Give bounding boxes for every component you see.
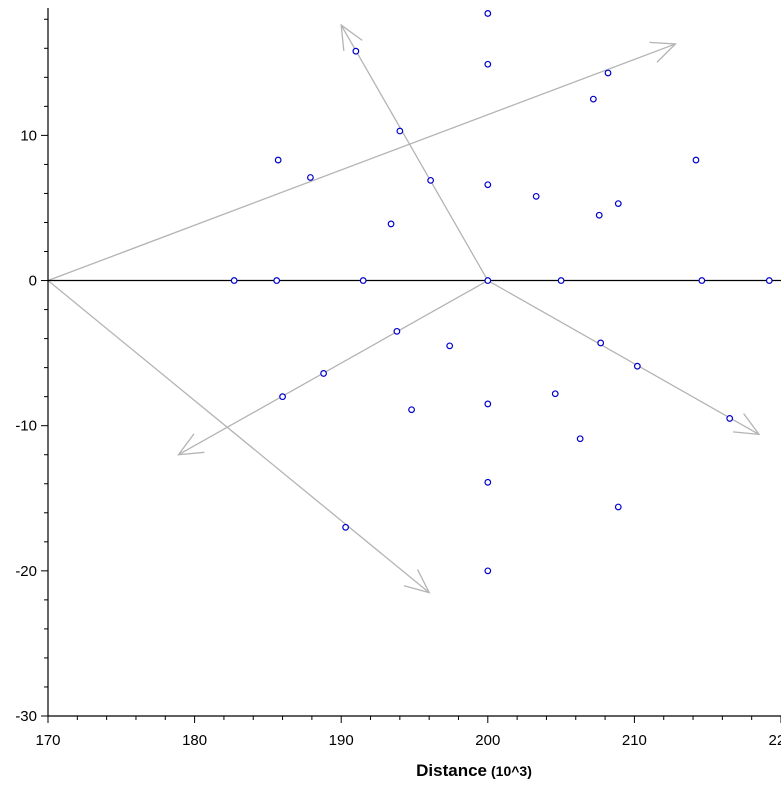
x-tick-label: 200 xyxy=(475,732,500,749)
x-tick-label: 170 xyxy=(35,732,60,749)
data-point xyxy=(614,200,622,208)
data-point xyxy=(698,277,706,284)
data-point xyxy=(320,370,328,377)
data-point xyxy=(484,400,492,408)
data-point xyxy=(408,406,415,414)
y-tick-label: -20 xyxy=(15,563,37,580)
x-tick-label: 220 xyxy=(768,732,781,749)
data-point xyxy=(551,390,559,398)
data-point xyxy=(484,60,492,68)
vectors-layer xyxy=(47,23,761,594)
vector-arrow xyxy=(177,279,489,456)
data-point xyxy=(387,220,395,228)
data-point xyxy=(765,277,773,284)
vector-arrow xyxy=(487,279,761,436)
data-point xyxy=(633,362,641,370)
data-point xyxy=(352,47,360,55)
vector-arrow xyxy=(340,23,489,281)
data-point xyxy=(614,503,622,511)
data-point xyxy=(274,156,282,164)
x-tick-label: 180 xyxy=(182,732,207,749)
data-point xyxy=(595,211,603,219)
data-point xyxy=(589,95,597,103)
data-point xyxy=(427,176,435,184)
x-axis-unit: (10^3) xyxy=(491,763,532,779)
data-point xyxy=(726,415,734,422)
y-tick-label: -30 xyxy=(15,708,37,725)
y-tick-label: 0 xyxy=(29,273,37,290)
data-point xyxy=(604,69,612,77)
data-point xyxy=(396,127,404,135)
data-point xyxy=(393,327,401,335)
labels-layer: Distance (10^3) 170 180 190 200 210 220 -30 -20… xyxy=(15,127,781,780)
data-point xyxy=(484,478,492,486)
x-tick-label: 210 xyxy=(622,732,647,749)
data-point xyxy=(532,192,540,200)
vector-arrow xyxy=(47,280,431,594)
data-point xyxy=(597,339,605,347)
data-point xyxy=(484,10,492,17)
y-tick-label: 10 xyxy=(20,127,37,144)
vector-arrow xyxy=(47,41,677,282)
data-point xyxy=(557,277,565,284)
axes-layer xyxy=(41,8,781,723)
data-point xyxy=(484,567,492,575)
data-point xyxy=(484,277,492,284)
x-tick-label: 190 xyxy=(329,732,354,749)
points-layer xyxy=(230,10,773,575)
x-axis-title: Distance xyxy=(416,761,487,780)
data-point xyxy=(359,277,367,284)
data-point xyxy=(342,523,349,531)
data-point xyxy=(279,393,286,401)
data-point xyxy=(484,181,492,189)
data-point xyxy=(307,174,314,181)
data-point xyxy=(692,156,700,164)
data-point xyxy=(230,277,238,284)
data-point xyxy=(576,435,584,443)
data-point xyxy=(273,277,281,284)
data-point xyxy=(446,342,454,350)
y-tick-label: -10 xyxy=(15,418,37,435)
